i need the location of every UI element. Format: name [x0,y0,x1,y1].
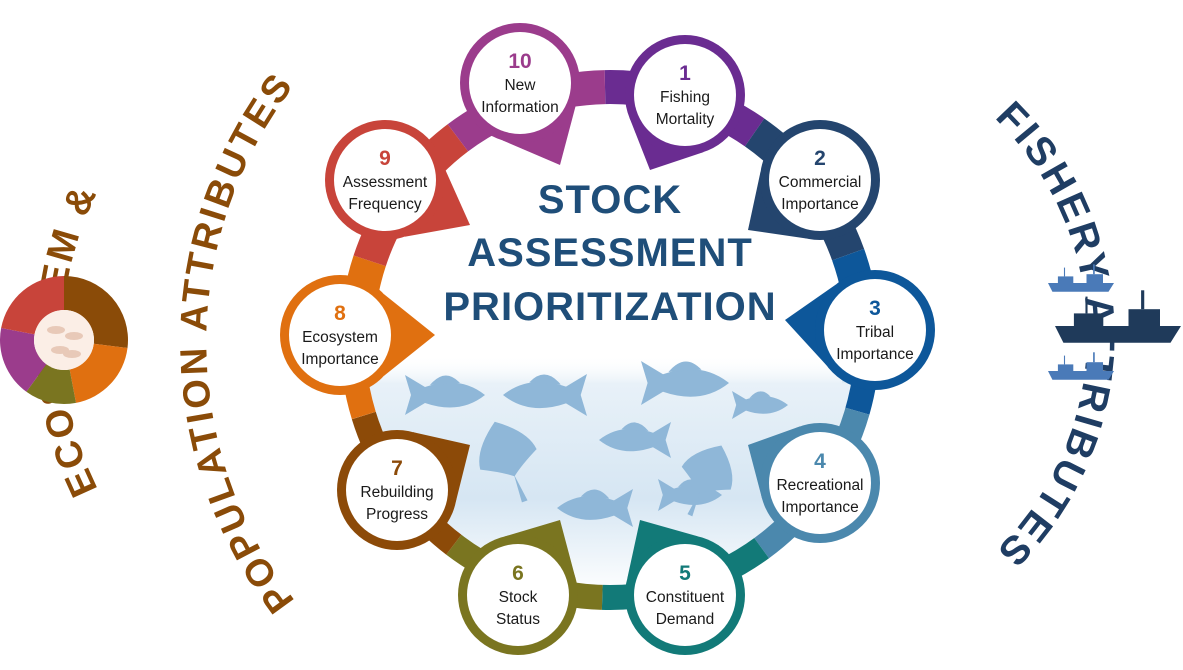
pin-label-line: New [504,77,536,94]
pin-inner-circle [824,279,926,381]
pin-number: 6 [512,562,524,585]
pin-number: 5 [679,562,691,585]
attribute-pin-8: 8 Ecosystem Importance [280,275,435,395]
title-line-3: PRIORITIZATION [443,285,776,329]
pin-number: 9 [379,147,391,170]
donut-fish-icon [63,350,81,358]
small-boat-icon [1048,352,1114,380]
fishing-boats-icon [1048,264,1181,380]
large-boat-icon [1055,290,1181,343]
attribute-pin-1: 1 Fishing Mortality [625,35,745,170]
pin-inner-circle [634,544,736,646]
pin-inner-circle [467,544,569,646]
pin-inner-circle [289,284,391,386]
pin-label-line: Rebuilding [360,484,433,501]
fish-shape [405,375,485,415]
pin-number: 1 [679,62,691,85]
pin-inner-circle [634,44,736,146]
pin-label-line: Information [481,99,559,116]
center-title: STOCK ASSESSMENT PRIORITIZATION [443,178,776,329]
pin-inner-circle [334,129,436,231]
pin-label-line: Importance [781,196,859,213]
fish-shape [641,361,729,405]
donut-segment [69,343,128,403]
pin-label-line: Fishing [660,89,710,106]
pin-label-line: Frequency [348,196,421,213]
ecosystem-donut-icon [0,276,129,404]
donut-center [34,310,94,370]
attribute-pin-3: 3 Tribal Importance [785,270,935,390]
donut-segment [64,276,129,349]
pin-label-line: Demand [656,611,715,628]
pin-number: 8 [334,302,346,325]
pin-label-line: Importance [301,351,379,368]
pin-label-line: Status [496,611,540,628]
donut-fish-icon [65,332,83,340]
pin-inner-circle [769,129,871,231]
pin-label-line: Mortality [656,111,715,128]
pin-number: 10 [508,50,531,73]
pin-label-line: Constituent [646,589,725,606]
attribute-pin-7: 7 Rebuilding Progress [337,430,470,550]
title-line-1: STOCK [538,178,682,222]
pin-inner-circle [346,439,448,541]
fish-shape [732,391,788,419]
attribute-pin-2: 2 Commercial Importance [748,120,880,240]
pin-number: 2 [814,147,826,170]
pin-number: 3 [869,297,881,320]
pin-label-line: Commercial [779,174,862,191]
pin-number: 4 [814,450,826,473]
pin-inner-circle [469,32,571,134]
pin-label-line: Progress [366,506,428,523]
pin-pointer [383,294,435,376]
pin-label-line: Importance [781,499,859,516]
pin-label-line: Assessment [343,174,428,191]
attribute-pin-5: 5 Constituent Demand [625,520,745,655]
ray-shape [681,445,733,517]
donut-fish-icon [47,326,65,334]
pin-inner-circle [769,432,871,534]
pin-label-line: Recreational [776,477,863,494]
donut-segment [0,328,47,392]
title-line-2: ASSESSMENT [467,231,753,275]
ray-shape [479,421,537,503]
pin-label-line: Importance [836,346,914,363]
attribute-pin-6: 6 Stock Status [458,520,578,655]
small-boat-icon [1048,264,1114,292]
pin-label-line: Stock [499,589,538,606]
fish-shape [503,374,587,416]
fish-shape [599,422,671,458]
fish-shape [557,489,633,527]
attribute-pin-9: 9 Assessment Frequency [325,120,470,240]
attribute-pin-4: 4 Recreational Importance [748,423,880,543]
donut-segment [26,364,76,404]
pin-label-line: Ecosystem [302,329,378,346]
attribute-pin-10: 10 New Information [460,23,580,165]
donut-segment [1,276,64,335]
attribute-pins: 1 Fishing Mortality 2 Commercial Importance 3 T… [280,23,935,655]
pin-label-line: Tribal [856,324,894,341]
pin-number: 7 [391,457,403,480]
